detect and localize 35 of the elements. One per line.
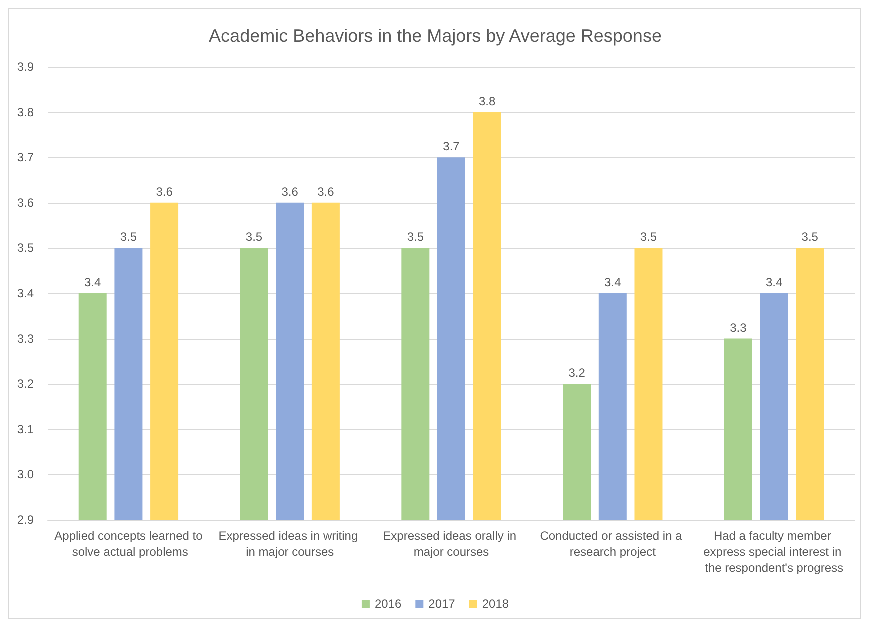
legend-label: 2017 (428, 597, 456, 611)
y-tick-label: 3.5 (17, 241, 34, 256)
data-label: 3.8 (478, 94, 496, 108)
data-label: 3.4 (766, 276, 783, 290)
y-tick-label: 3.2 (17, 377, 34, 392)
y-tick-label: 3.6 (17, 196, 34, 210)
data-label: 3.5 (407, 230, 424, 244)
y-tick-label: 3.4 (17, 286, 34, 300)
y-tick-label: 3.9 (17, 60, 34, 74)
y-tick-label: 3.8 (17, 105, 34, 120)
data-label: 3.2 (568, 366, 586, 380)
y-tick-label: 2.9 (17, 513, 34, 527)
y-tick-label: 3.7 (17, 150, 34, 165)
data-label: 3.5 (640, 230, 658, 244)
data-label: 3.5 (246, 230, 263, 244)
legend-label: 2018 (482, 597, 510, 611)
data-label: 3.6 (318, 184, 335, 199)
data-label: 3.3 (730, 320, 748, 335)
chart-title: Academic Behaviors in the Majors by Average Response (209, 26, 662, 46)
x-tick-label: Expressed ideas in writing in major courses (218, 529, 362, 559)
data-label: 3.4 (84, 276, 102, 290)
data-label: 3.7 (443, 140, 460, 154)
legend-label: 2016 (374, 597, 402, 611)
data-label: 3.5 (120, 230, 138, 244)
data-label: 3.5 (802, 230, 819, 244)
y-tick-label: 3.3 (17, 332, 34, 346)
x-tick-label: Expressed ideas orally in major courses (383, 529, 520, 559)
data-label: 3.6 (156, 184, 174, 199)
y-tick-label: 3.0 (17, 468, 34, 482)
y-tick-label: 3.1 (17, 422, 34, 436)
data-label: 3.6 (282, 184, 299, 199)
x-tick-label: Applied concepts learned to solve actual problems (54, 529, 204, 559)
x-tick-label: Conducted or assisted in a research project (540, 529, 686, 559)
x-tick-label: Had a faculty member express special interest in the respondent's progress (704, 529, 846, 575)
data-label: 3.4 (604, 276, 622, 290)
